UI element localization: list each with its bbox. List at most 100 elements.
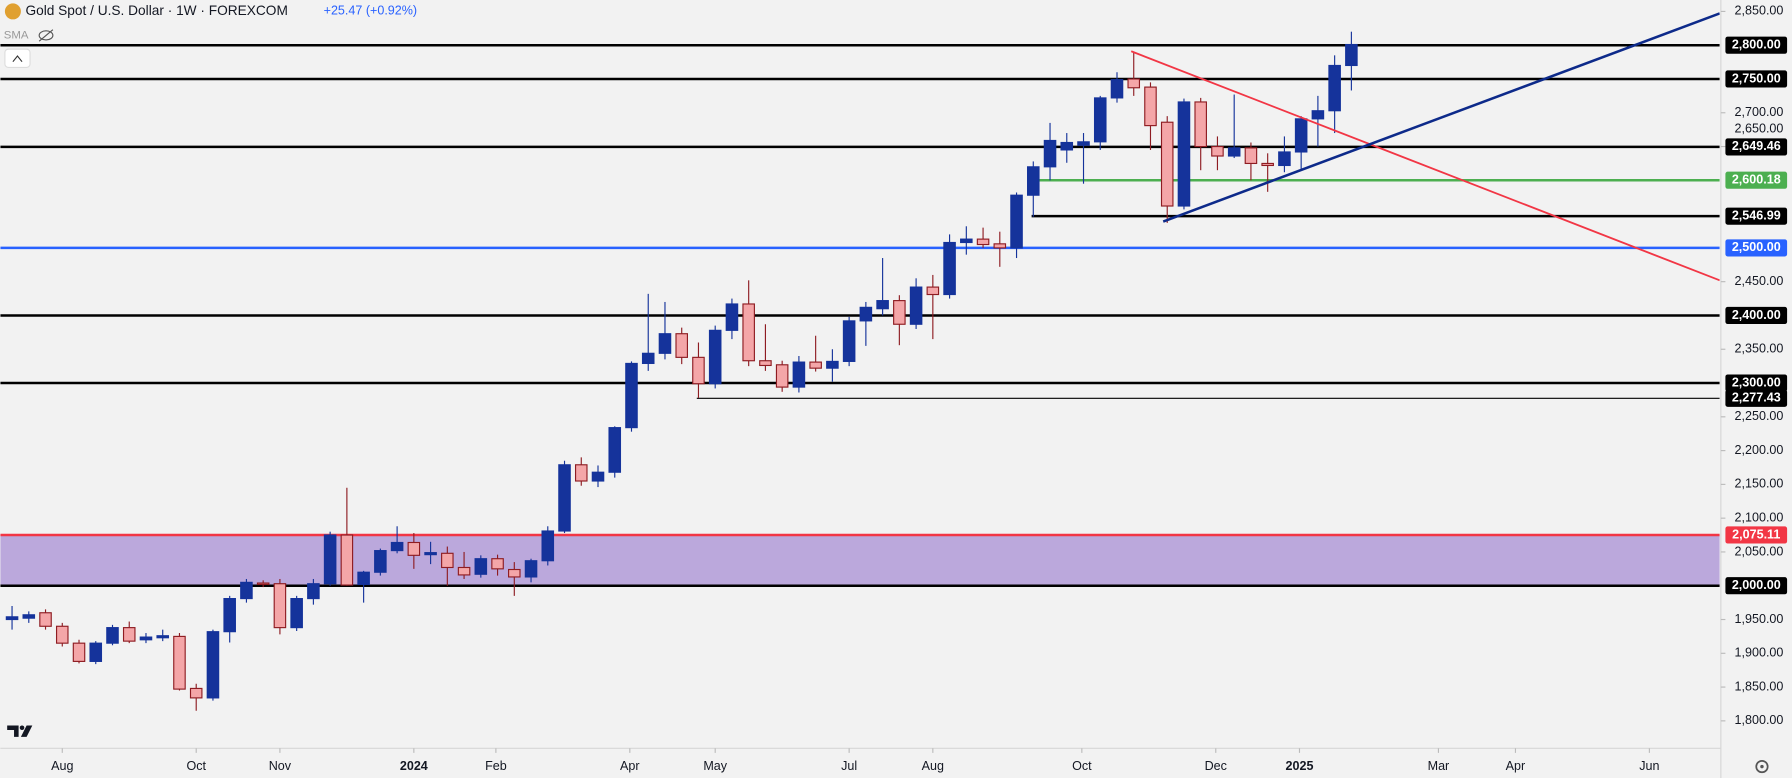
level-label-box [1725,36,1788,54]
level-label: 2,800.00 [1732,38,1781,52]
candle-body [424,552,437,556]
x-tick-label: 2025 [1286,759,1314,773]
x-tick-label: May [703,759,727,773]
symbol-title[interactable]: Gold Spot / U.S. Dollar · 1W · FOREXCOM [25,3,287,18]
candle-body [775,364,789,388]
candle-body [407,541,421,556]
candle-body [625,362,638,429]
y-tick-label: 2,100.00 [1735,510,1784,524]
y-tick-label: 2,200.00 [1735,443,1784,457]
candle-body [1077,141,1090,146]
level-label-box [1725,577,1788,595]
candle-body [340,534,354,586]
plot-area [0,12,1720,711]
level-label: 2,600.18 [1732,173,1781,187]
x-tick-label: Apr [1506,759,1526,773]
candle-body [725,303,739,331]
y-tick-label: 1,950.00 [1735,612,1784,626]
candle-body [675,333,688,358]
x-tick-label: Oct [1072,759,1092,773]
level-label: 2,400.00 [1732,308,1781,322]
candle-body [106,627,119,644]
candle-body [1177,101,1191,207]
candle-body [1345,43,1358,67]
level-label: 2,649.46 [1732,139,1781,153]
level-label: 2,075.11 [1732,527,1780,541]
candle-body [708,329,722,385]
candle-body [1294,118,1308,153]
candle-body [390,541,404,552]
candle-body [1060,141,1074,151]
candle-body [55,625,69,644]
level-label-box [1725,239,1788,257]
candle-body [658,333,672,354]
candle-body [591,471,605,482]
x-tick-label: Feb [485,759,507,773]
candle-body [1010,194,1023,249]
tradingview-logo [7,725,33,737]
candle-body [240,581,253,600]
candle-body [993,243,1007,249]
candle-body [457,566,471,576]
indicator-label[interactable]: SMA [4,29,29,41]
collapse-button[interactable] [4,48,31,68]
candle-body [357,571,370,585]
candle-body [1261,162,1274,167]
candle-body [39,612,52,627]
candle-body [926,286,940,296]
candle-body [139,636,153,641]
candle-body [759,360,772,367]
level-label: 2,750.00 [1732,71,1781,85]
candle-body [641,352,655,365]
candle-body [960,238,973,244]
x-tick-label: 2024 [400,759,428,773]
level-label-box [1725,70,1788,88]
candle-body [307,583,320,600]
candle-body [441,552,454,569]
candle-body [474,558,488,575]
candle-body [273,583,287,629]
y-tick-label: 2,850.00 [1735,4,1784,18]
candle-body [608,427,622,473]
candle-body [1144,86,1157,127]
level-label-box [1725,389,1788,407]
x-tick-label: Mar [1428,759,1450,773]
candle-body [1211,145,1224,157]
x-tick-label: Nov [269,759,292,773]
level-label: 2,300.00 [1732,375,1781,389]
level-label: 2,277.43 [1732,391,1781,405]
visibility-icon[interactable] [38,29,54,42]
candle-body [1110,79,1124,99]
candle-body [524,560,538,578]
y-tick-label: 2,450.00 [1735,274,1784,288]
candle-body [22,614,36,619]
candle-body [189,687,203,699]
settings-icon[interactable] [1755,760,1769,774]
level-label-box [1725,526,1788,544]
symbol-logo [4,3,21,20]
x-tick-label: Jul [841,759,857,773]
y-tick-label: 1,900.00 [1735,646,1784,660]
candle-body [256,582,270,585]
candle-body [1311,110,1325,120]
candle-body [1227,147,1241,157]
x-tick-label: Apr [620,759,640,773]
candle-body [374,550,387,573]
y-tick-label: 2,150.00 [1735,477,1784,491]
candle-body [826,360,839,369]
candle-body [1278,151,1291,167]
candle-body [508,568,521,578]
candle-body [1027,166,1040,196]
zone [0,534,1720,586]
x-tick-label: Dec [1205,759,1227,773]
y-tick-label: 2,350.00 [1735,342,1784,356]
x-tick-label: Aug [922,759,944,773]
candle-body [842,320,856,362]
x-tick-label: Aug [51,759,73,773]
candle-body [1328,64,1341,112]
candle-body [574,464,588,482]
candle-body [206,631,220,699]
